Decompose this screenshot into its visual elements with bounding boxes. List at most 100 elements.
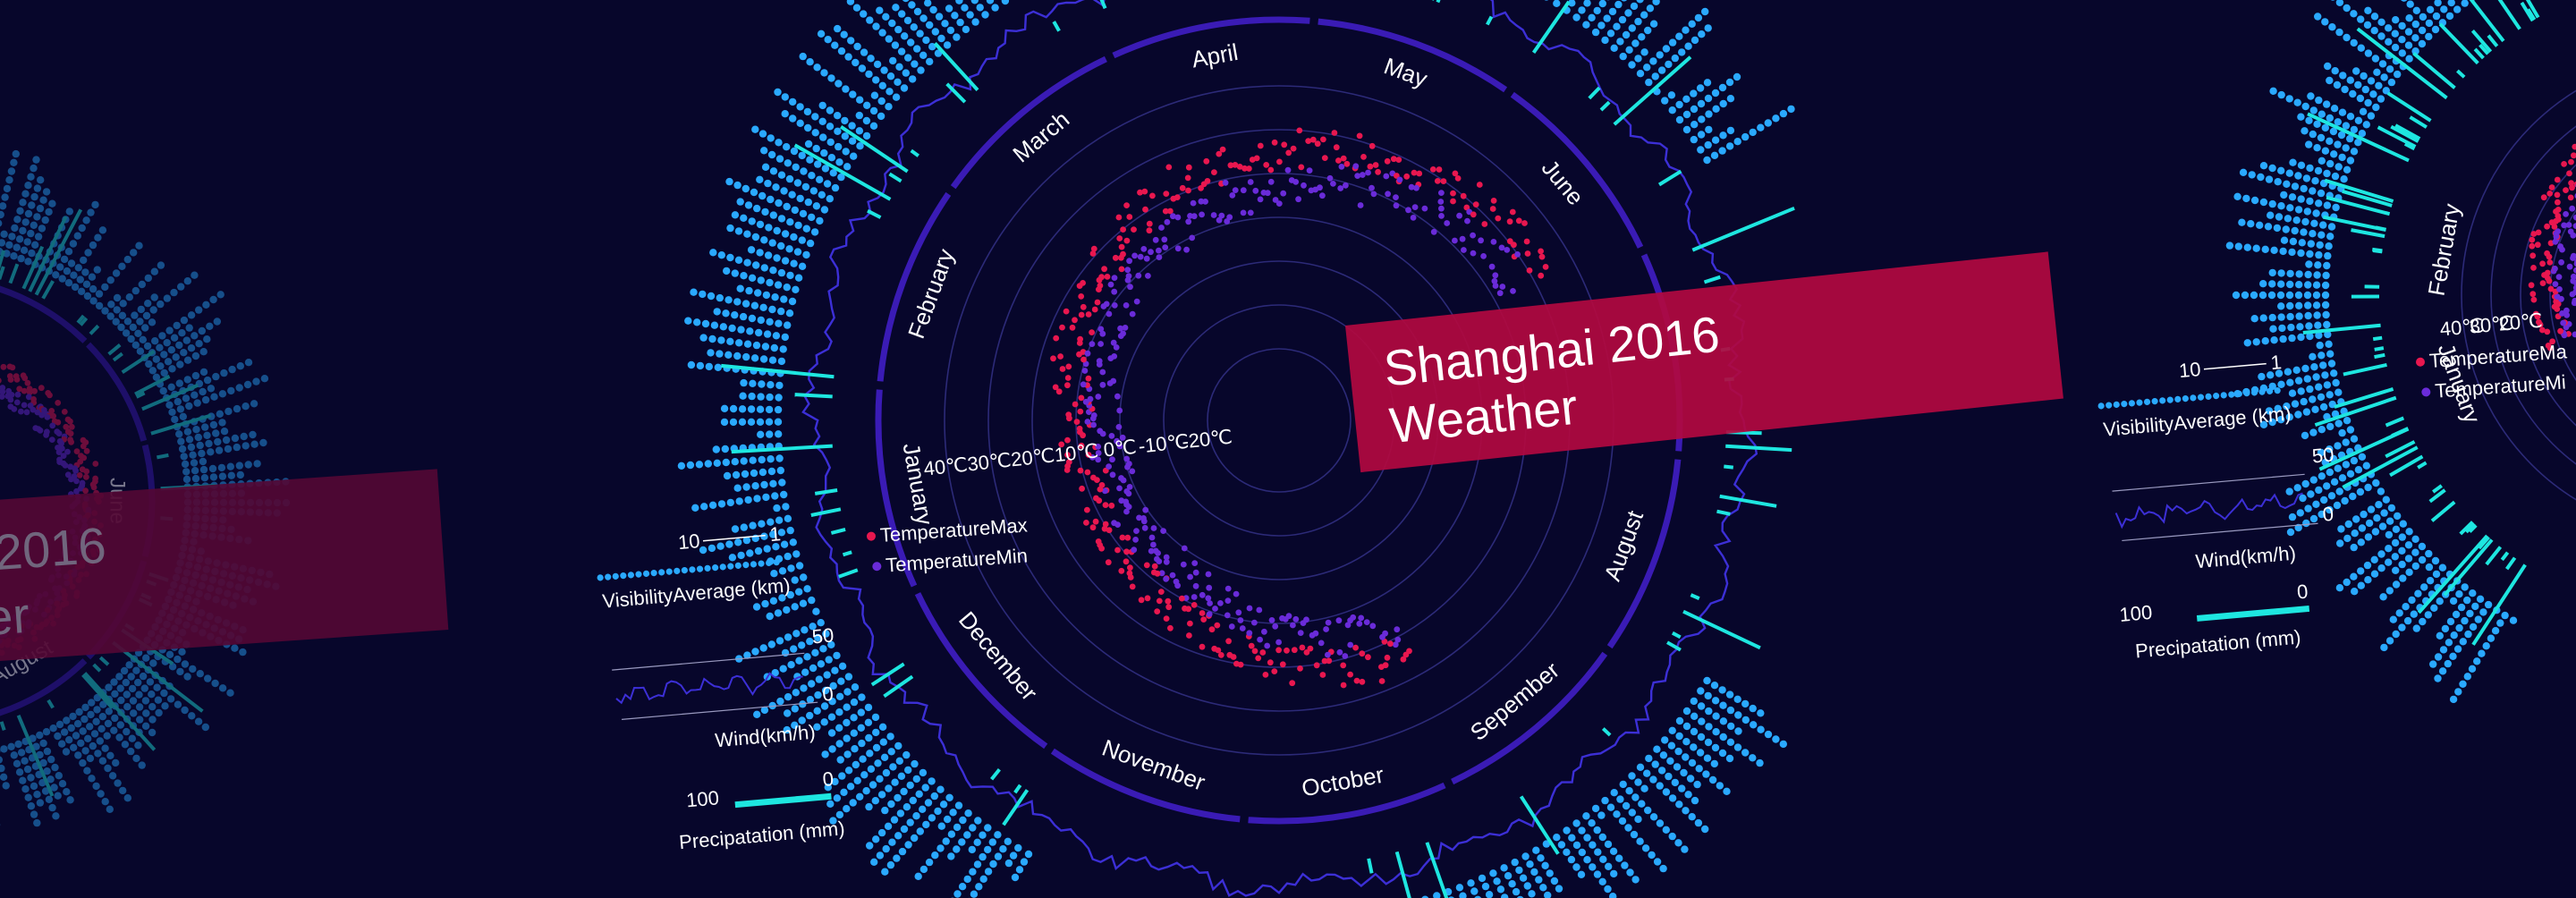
right-precip-bar [2374,346,2385,352]
main-visibility-dot [1684,42,1692,50]
right-visibility-dot [2364,483,2372,492]
left-temp-min-point [72,534,79,541]
main-visibility-dot [1640,11,1648,19]
main-month-arc [877,191,952,382]
legend-visibility-dot [696,565,704,572]
main-precip-bar [1666,640,1682,652]
right-visibility-dot [2354,466,2363,474]
left-visibility-dot [95,290,104,298]
right-visibility-dot [2286,312,2294,321]
right-visibility-dot [2474,615,2482,623]
main-temp-min-point [1354,173,1361,180]
right-visibility-dot [2334,442,2342,450]
right-precip-bar [2430,500,2456,522]
left-visibility-dot [243,380,252,389]
left-temp-max-point [77,458,84,465]
main-visibility-dot [760,532,768,540]
left-visibility-dot [160,369,168,377]
main-visibility-dot [922,820,930,829]
legend-visibility-dot [2235,390,2242,397]
main-visibility-dot [871,797,879,805]
left-temp-max-point [48,614,55,622]
left-visibility-dot [31,260,39,268]
main-visibility-dot [1662,788,1671,796]
main-visibility-dot [829,682,837,690]
left-temp-max-point [0,638,6,645]
main-visibility-dot [1001,0,1010,5]
right-temp-max-point [2569,184,2575,191]
main-visibility-dot [842,148,850,156]
main-visibility-dot [1643,769,1651,777]
main-temp-max-point [1123,202,1130,209]
left-visibility-dot [207,385,216,393]
main-temp-min-point [1097,428,1104,435]
left-visibility-dot [158,609,166,617]
visibility-legend-dots [597,559,780,581]
left-temp-max-point [82,487,89,495]
left-visibility-dot [235,535,243,544]
main-visibility-dot [752,603,761,611]
main-temp-max-point [1101,525,1108,532]
left-visibility-dot [178,648,186,656]
main-visibility-dot [1557,841,1566,849]
right-visibility-dot [2269,325,2277,333]
main-visibility-dot [897,772,906,780]
left-visibility-dot [202,565,210,573]
main-visibility-dot [853,776,861,784]
left-temp-max-point [73,448,80,454]
left-precip-bar [92,663,102,673]
left-visibility-dot [177,283,185,291]
main-visibility-dot [937,34,945,43]
main-temp-min-point [1261,628,1267,635]
left-visibility-dot [192,597,200,606]
main-visibility-dot [1749,754,1757,762]
main-visibility-dot [1665,772,1673,781]
right-visibility-dot [2319,402,2328,411]
main-visibility-dot [835,158,843,166]
main-visibility-dot [795,588,803,596]
legend-visibility-dot [597,574,604,581]
main-temp-min-point [1156,254,1163,260]
main-temp-max-point [1063,308,1070,315]
main-visibility-dot [769,267,777,275]
right-visibility-dot [2354,80,2362,89]
main-visibility-dot [1668,38,1677,47]
right-precip-bar [2377,125,2417,148]
right-visibility-dot [2306,164,2314,173]
left-visibility-dot [219,481,227,489]
right-visibility-dot [2367,505,2376,513]
left-visibility-dot [150,267,158,275]
left-temp-min-point [8,392,15,398]
main-temp-min-point [1217,600,1224,606]
main-visibility-dot [1690,36,1699,45]
main-visibility-dot [894,793,902,802]
right-visibility-dot [2356,487,2365,496]
main-visibility-dot [1703,156,1711,165]
main-visibility-dot [1688,813,1696,821]
main-temp-min-point [1140,515,1147,521]
right-visibility-dot [2300,228,2308,236]
main-visibility-dot [837,47,846,55]
left-visibility-dot [167,346,175,354]
right-visibility-dot [2309,395,2317,403]
main-visibility-dot [821,165,830,173]
main-visibility-dot [1542,840,1551,848]
left-visibility-dot [17,254,25,263]
main-temp-min-point [1192,582,1199,589]
main-visibility-dot [1621,0,1627,2]
right-temp-max-point [2544,250,2551,257]
left-visibility-dot [183,673,191,681]
main-visibility-dot [708,501,717,509]
main-visibility-dot [1710,682,1719,690]
right-visibility-dot [2285,291,2294,300]
right-visibility-dot [2426,577,2435,585]
left-temp-max-point [11,642,18,649]
left-visibility-dot [148,728,157,737]
right-visibility-dot [2233,192,2241,200]
right-visibility-dot [2398,533,2406,541]
right-visibility-dot [2356,94,2365,103]
left-temp-max-point [4,641,11,648]
main-temp-max-point [1307,645,1314,652]
left-temp-max-point [9,364,16,371]
left-visibility-dot [203,335,211,343]
